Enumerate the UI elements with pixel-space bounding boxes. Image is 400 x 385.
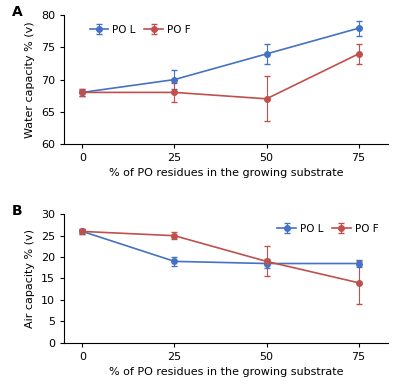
Text: B: B — [12, 204, 23, 218]
Text: A: A — [12, 5, 23, 19]
Y-axis label: Water capacity % (v): Water capacity % (v) — [25, 21, 35, 138]
Legend: PO L, PO F: PO L, PO F — [86, 21, 195, 39]
Y-axis label: Air capacity % (v): Air capacity % (v) — [25, 229, 35, 328]
X-axis label: % of PO residues in the growing substrate: % of PO residues in the growing substrat… — [109, 168, 343, 178]
X-axis label: % of PO residues in the growing substrate: % of PO residues in the growing substrat… — [109, 367, 343, 377]
Legend: PO L, PO F: PO L, PO F — [273, 219, 383, 238]
